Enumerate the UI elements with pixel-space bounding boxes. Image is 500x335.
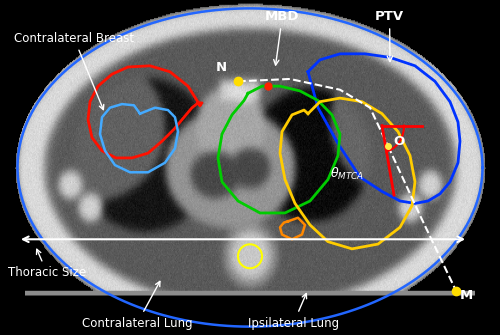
- Text: M: M: [460, 289, 473, 302]
- Text: $\theta_{MTCA}$: $\theta_{MTCA}$: [330, 165, 364, 182]
- Text: MBD: MBD: [265, 10, 300, 65]
- Text: Contralateral Lung: Contralateral Lung: [82, 281, 192, 330]
- Text: N: N: [216, 61, 227, 73]
- Text: Ipsilateral Lung: Ipsilateral Lung: [248, 293, 339, 330]
- Text: O: O: [393, 135, 404, 148]
- Text: PTV: PTV: [375, 10, 404, 62]
- Text: Thoracic Size: Thoracic Size: [8, 249, 86, 279]
- Text: Contralateral Breast: Contralateral Breast: [14, 32, 134, 110]
